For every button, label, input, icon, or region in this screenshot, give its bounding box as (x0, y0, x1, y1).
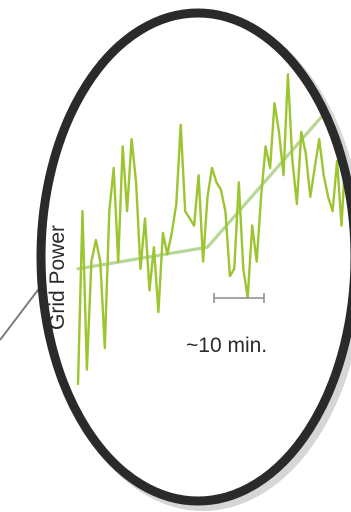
series-grid-power-line (76, 73, 348, 386)
leader-line (0, 281, 45, 341)
plot-area: ~10 min. Grid Power (46, 73, 348, 386)
lens-rim (36, 8, 351, 506)
time-span-bracket (213, 293, 265, 303)
time-span-annotation: ~10 min. (186, 334, 267, 357)
y-axis-label: Grid Power (46, 225, 69, 330)
